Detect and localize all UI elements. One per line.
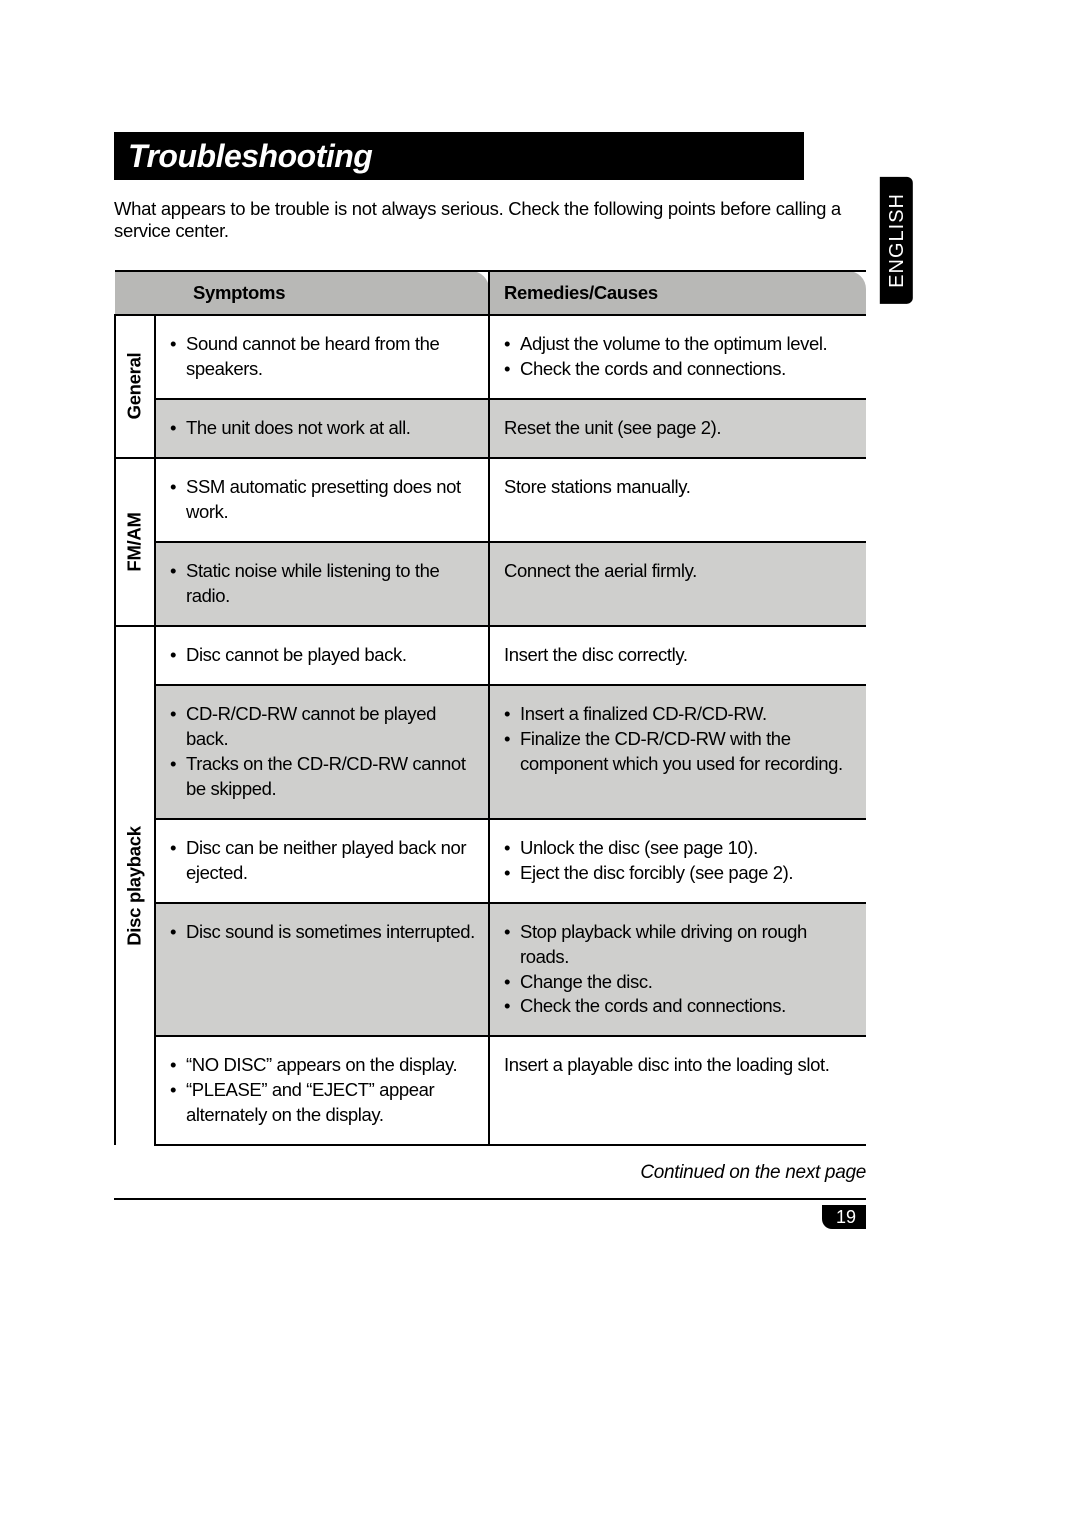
intro-text: What appears to be trouble is not always… [114,198,864,242]
remedy-cell: Connect the aerial firmly. [489,542,866,626]
remedy-item: Insert a finalized CD-R/CD-RW. [504,702,858,727]
remedy-item: Unlock the disc (see page 10). [504,836,858,861]
symptom-cell: SSM automatic presetting does not work. [155,458,489,542]
symptom-item: CD-R/CD-RW cannot be played back. [170,702,480,752]
remedy-cell: Insert a finalized CD-R/CD-RW.Finalize t… [489,685,866,819]
table-row: Disc playbackDisc cannot be played back.… [115,626,866,685]
remedy-cell: Insert the disc correctly. [489,626,866,685]
remedy-cell: Store stations manually. [489,458,866,542]
category-label: Disc playback [123,826,148,946]
symptom-item: Disc sound is sometimes interrupted. [170,920,480,945]
remedy-cell: Stop playback while driving on rough roa… [489,903,866,1037]
symptom-cell: The unit does not work at all. [155,399,489,458]
symptom-item: The unit does not work at all. [170,416,480,441]
page: Troubleshooting What appears to be troub… [0,0,1080,1529]
symptom-item: SSM automatic presetting does not work. [170,475,480,525]
table-row: CD-R/CD-RW cannot be played back.Tracks … [115,685,866,819]
remedy-cell: Unlock the disc (see page 10).Eject the … [489,819,866,903]
page-number: 19 [822,1205,866,1229]
table-row: GeneralSound cannot be heard from the sp… [115,315,866,399]
table-row: The unit does not work at all. Reset the … [115,399,866,458]
category-label: General [123,353,148,420]
section-title: Troubleshooting [128,138,372,175]
table-row: Static noise while listening to the radi… [115,542,866,626]
remedy-cell: Insert a playable disc into the loading … [489,1036,866,1145]
symptom-cell: Sound cannot be heard from the speakers. [155,315,489,399]
section-title-bar: Troubleshooting [114,132,804,180]
symptom-item: Disc can be neither played back nor ejec… [170,836,480,886]
header-symptoms: Symptoms [115,271,489,315]
symptom-cell: “NO DISC” appears on the display.“PLEASE… [155,1036,489,1145]
category-cell: Disc playback [115,626,155,1146]
category-cell: General [115,315,155,458]
remedy-item: Eject the disc forcibly (see page 2). [504,861,858,886]
symptom-item: Sound cannot be heard from the speakers. [170,332,480,382]
category-label: FM/AM [123,512,148,571]
continued-note: Continued on the next page [640,1162,866,1184]
symptom-cell: Static noise while listening to the radi… [155,542,489,626]
remedy-item: Check the cords and connections. [504,994,858,1019]
troubleshooting-table: Symptoms Remedies/Causes GeneralSound ca… [114,270,866,1146]
table-header-row: Symptoms Remedies/Causes [115,271,866,315]
remedy-item: Change the disc. [504,970,858,995]
symptom-item: Static noise while listening to the radi… [170,559,480,609]
table-row: Disc can be neither played back nor ejec… [115,819,866,903]
symptom-cell: Disc can be neither played back nor ejec… [155,819,489,903]
language-tab: ENGLISH [880,177,913,304]
symptom-item: Disc cannot be played back. [170,643,480,668]
symptom-item: Tracks on the CD-R/CD-RW cannot be skipp… [170,752,480,802]
table-row: FM/AMSSM automatic presetting does not w… [115,458,866,542]
category-cell: FM/AM [115,458,155,626]
symptom-cell: Disc sound is sometimes interrupted. [155,903,489,1037]
remedy-item: Finalize the CD-R/CD-RW with the compone… [504,727,858,777]
remedy-cell: Reset the unit (see page 2). [489,399,866,458]
remedy-item: Check the cords and connections. [504,357,858,382]
remedy-cell: Adjust the volume to the optimum level.C… [489,315,866,399]
header-remedies: Remedies/Causes [489,271,866,315]
symptom-item: “PLEASE” and “EJECT” appear alternately … [170,1078,480,1128]
footer-rule [114,1198,866,1200]
symptom-cell: Disc cannot be played back. [155,626,489,685]
table-row: “NO DISC” appears on the display.“PLEASE… [115,1036,866,1145]
remedy-item: Stop playback while driving on rough roa… [504,920,858,970]
table-row: Disc sound is sometimes interrupted. Stop… [115,903,866,1037]
symptom-cell: CD-R/CD-RW cannot be played back.Tracks … [155,685,489,819]
symptom-item: “NO DISC” appears on the display. [170,1053,480,1078]
remedy-item: Adjust the volume to the optimum level. [504,332,858,357]
